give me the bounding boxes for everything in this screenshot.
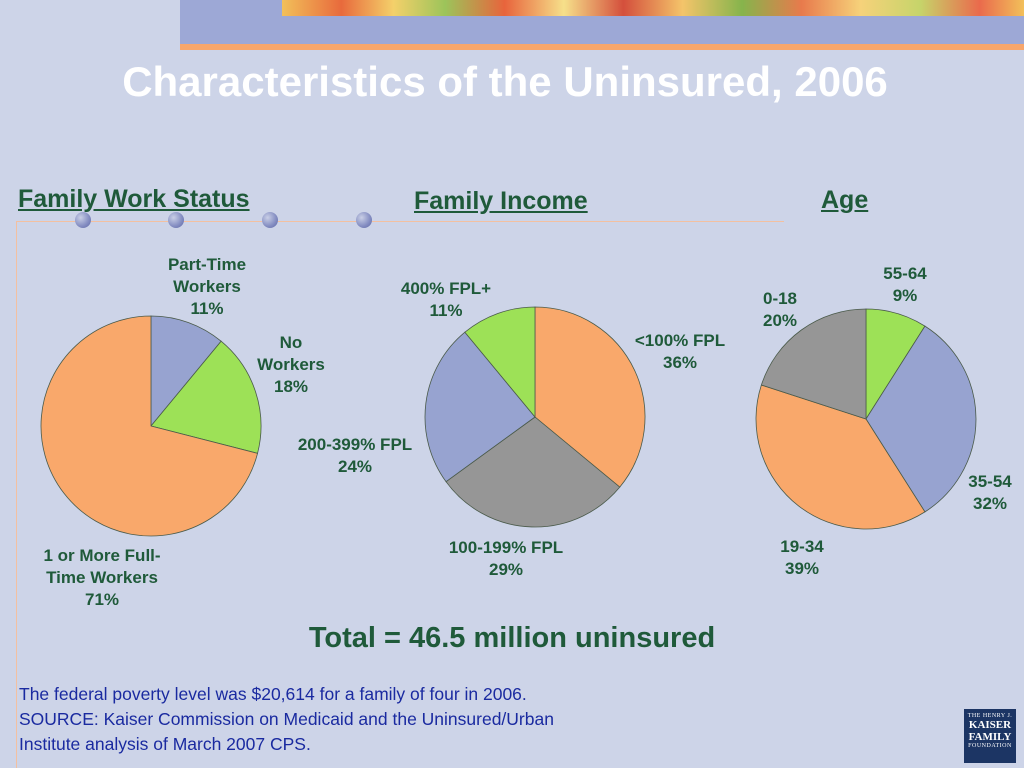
logo-line: FAMILY xyxy=(968,731,1012,743)
heading-rule xyxy=(16,221,784,222)
work-status-heading: Family Work Status xyxy=(18,185,250,213)
bullet-dot xyxy=(356,212,372,228)
slice-label: 100-199% FPL 29% xyxy=(449,538,563,579)
slice-label: 19-34 39% xyxy=(780,537,824,578)
bullet-dot xyxy=(75,212,91,228)
slice-label: 1 or More Full-Time Workers 71% xyxy=(43,546,160,609)
slice-label: <100% FPL 36% xyxy=(635,331,725,372)
left-rule xyxy=(16,222,17,768)
pie-slice xyxy=(534,306,646,488)
logo-line: FOUNDATION xyxy=(968,743,1012,749)
pie-slice xyxy=(755,384,926,530)
slide-title: Characteristics of the Uninsured, 2006 xyxy=(122,58,888,105)
header-accent-line xyxy=(180,44,1024,50)
logo-line: KAISER xyxy=(968,719,1012,731)
pie-slice xyxy=(150,340,262,454)
pie-slice xyxy=(445,416,621,528)
bullet-dot xyxy=(168,212,184,228)
pie-slice xyxy=(424,331,536,483)
slice-label: Part-Time Workers 11% xyxy=(168,255,246,318)
pie-slice xyxy=(150,315,222,428)
header-decoration xyxy=(282,0,1024,16)
pie-slice xyxy=(40,315,259,537)
total-uninsured: Total = 46.5 million uninsured xyxy=(308,622,716,654)
slice-label: 400% FPL+ 11% xyxy=(401,279,491,320)
slice-label: 0-18 20% xyxy=(763,289,797,330)
pie-slice xyxy=(464,306,536,419)
footnote-source: SOURCE: Kaiser Commission on Medicaid an… xyxy=(19,709,554,729)
bullet-dot xyxy=(262,212,278,228)
family-income-heading: Family Income xyxy=(414,187,588,215)
slice-label: No Workers 18% xyxy=(257,333,325,396)
slice-label: 35-54 32% xyxy=(968,472,1012,513)
age-heading: Age xyxy=(821,186,869,214)
pie-slice xyxy=(760,308,867,420)
footnote-fpl: The federal poverty level was $20,614 fo… xyxy=(19,684,527,704)
pie-slice xyxy=(865,325,977,513)
logo-line: THE HENRY J. xyxy=(967,713,1013,719)
slice-label: 55-64 9% xyxy=(883,264,927,305)
slice-label: 200-399% FPL 24% xyxy=(298,435,412,476)
footnote-source-cont: Institute analysis of March 2007 CPS. xyxy=(19,734,311,754)
kaiser-logo: THE HENRY J. KAISER FAMILY FOUNDATION xyxy=(964,709,1016,763)
